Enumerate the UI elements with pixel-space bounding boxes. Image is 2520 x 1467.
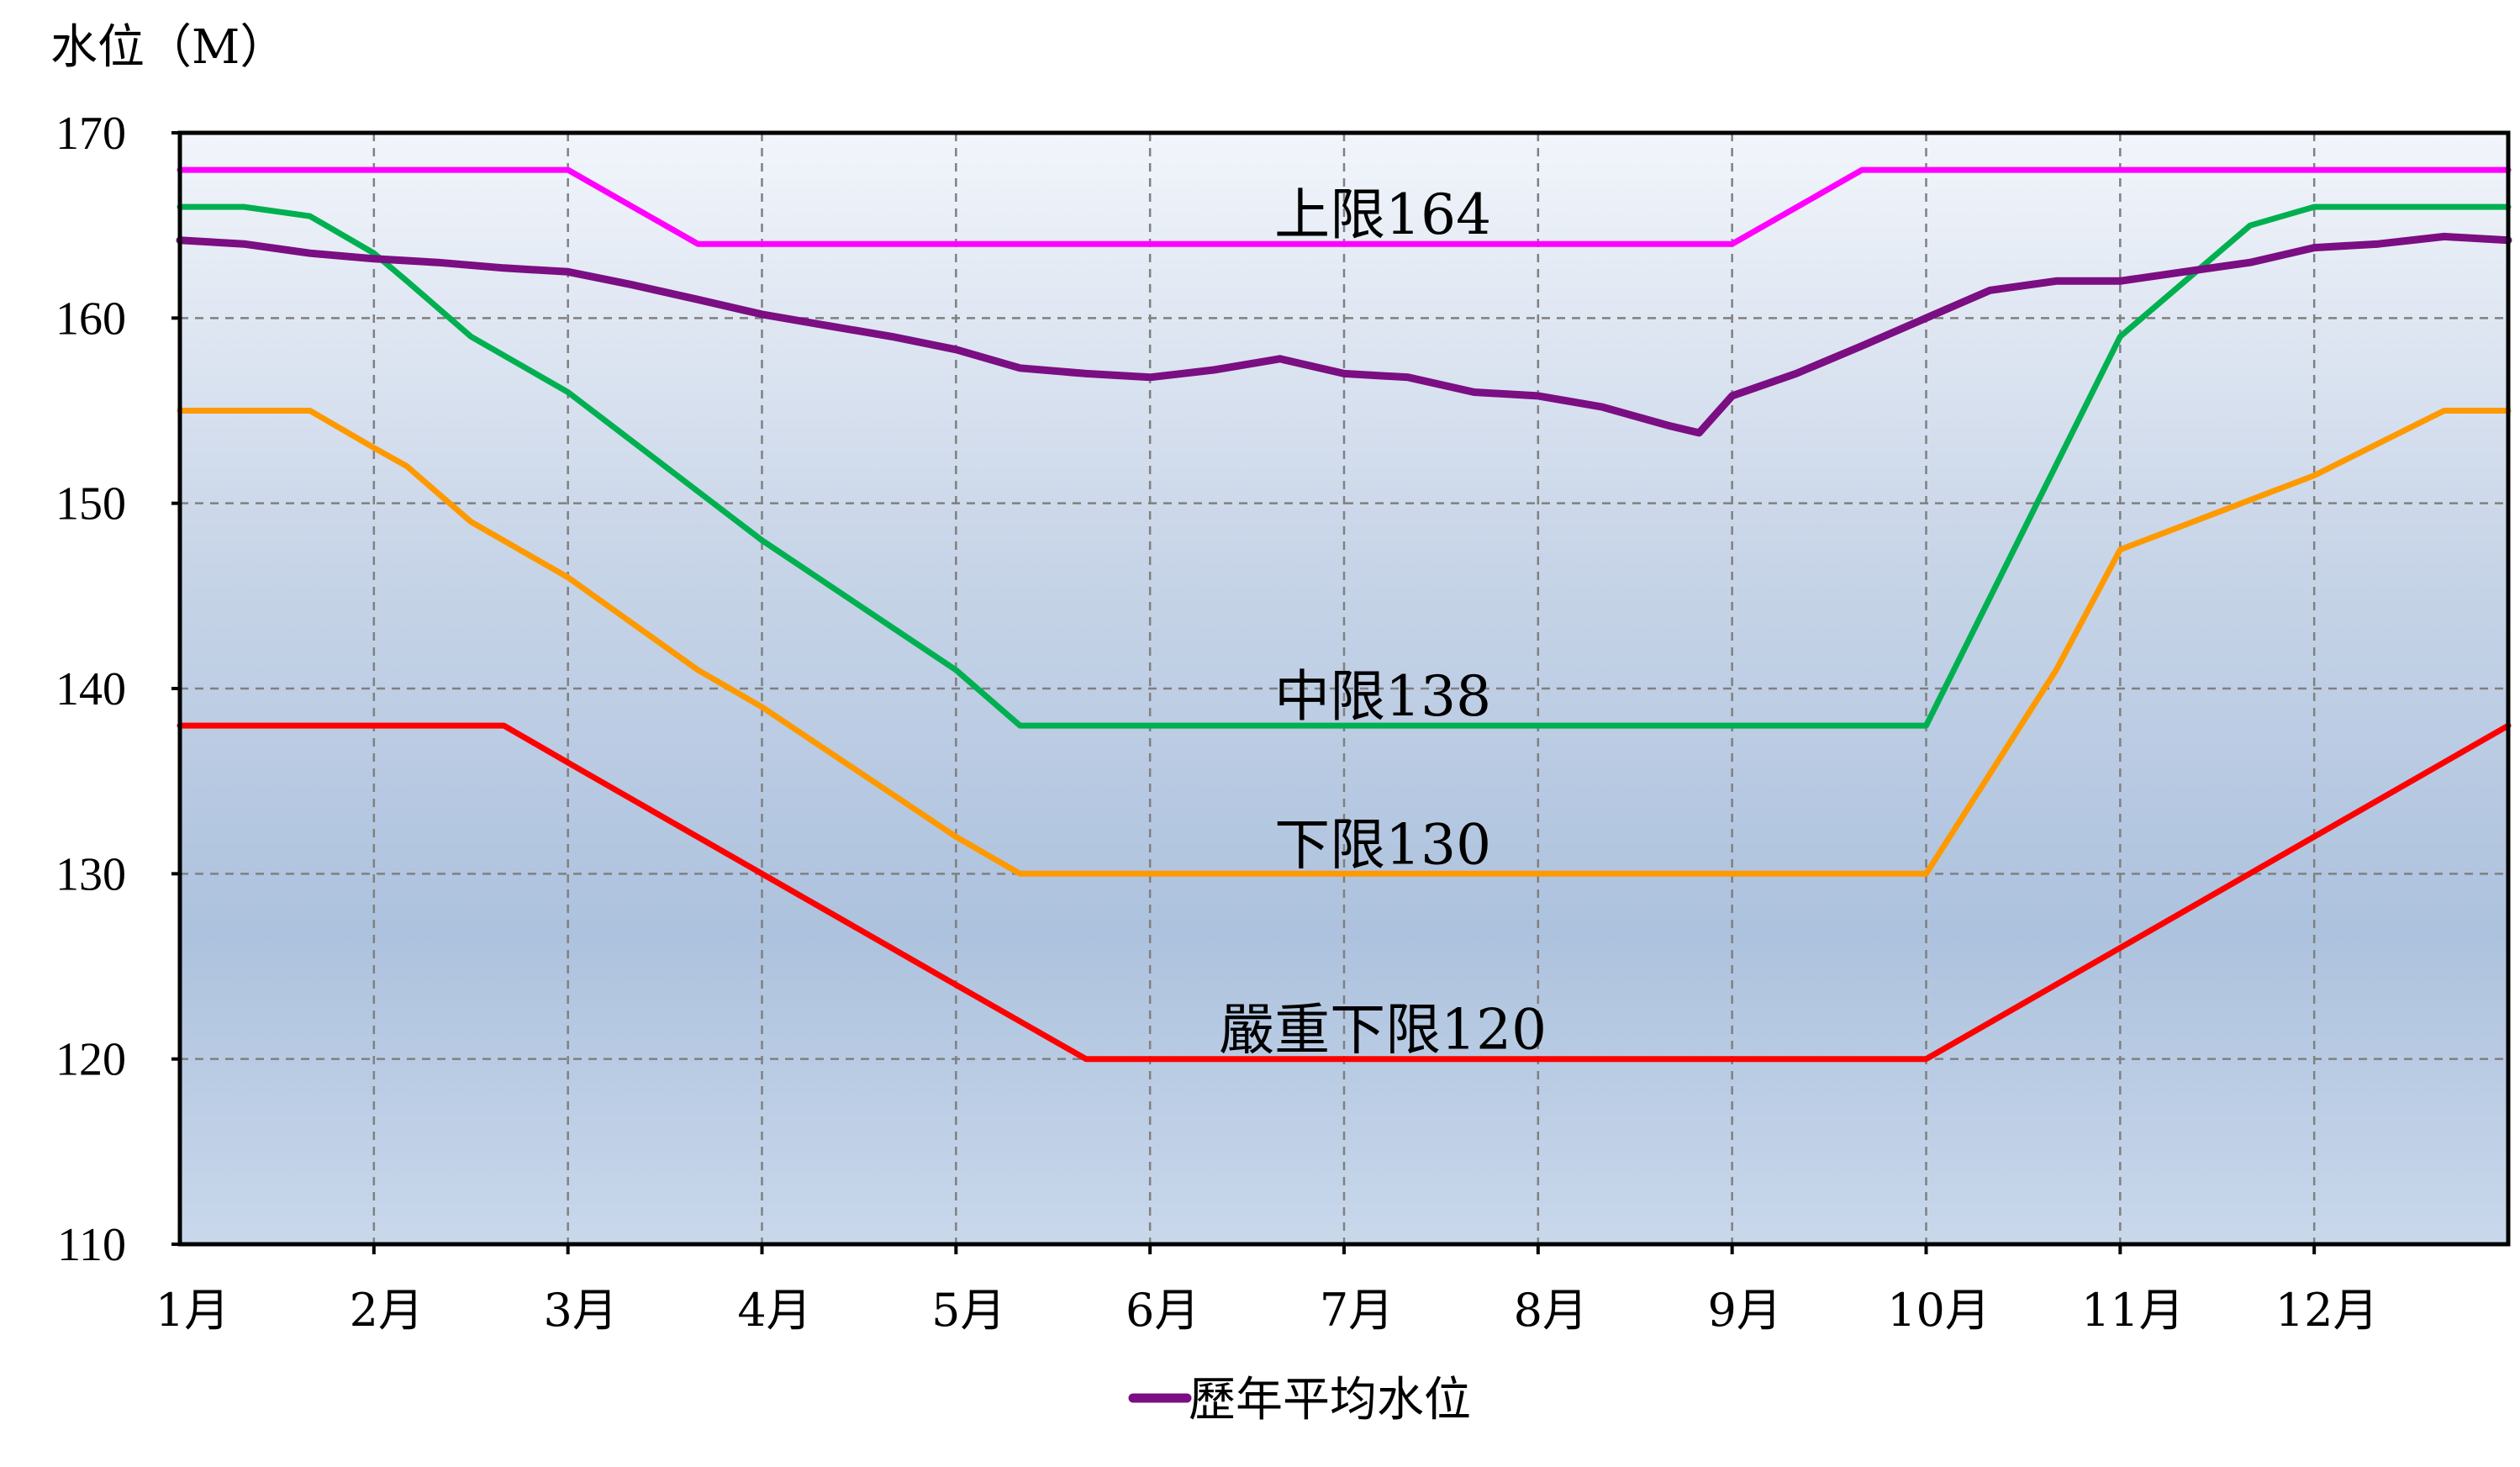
x-tick-label-2: 3月 — [543, 1284, 617, 1337]
x-tick-label-0: 1月 — [156, 1284, 229, 1337]
series-line-avg — [176, 232, 2512, 437]
x-tick-label-5: 6月 — [1126, 1284, 1199, 1337]
y-axis-title: 水位（M） — [50, 20, 287, 75]
y-tick-label-6: 170 — [55, 108, 126, 160]
annotation-1: 中限138 — [1274, 664, 1491, 729]
annotations: 上限164 中限138 下限130 嚴重下限120 — [1219, 182, 1547, 1062]
series-line-upper — [177, 166, 2512, 247]
y-tick-label-4: 150 — [55, 478, 126, 530]
legend: 歷年平均水位 — [1128, 1373, 1471, 1427]
x-tick-label-3: 4月 — [737, 1284, 811, 1337]
x-tick-label-11: 12月 — [2275, 1284, 2379, 1337]
series-group — [176, 166, 2512, 1063]
annotation-2: 下限130 — [1274, 812, 1491, 877]
x-tick-label-8: 9月 — [1707, 1284, 1781, 1337]
y-tick-label-1: 120 — [55, 1034, 126, 1086]
y-tick-label-2: 130 — [55, 848, 126, 900]
x-tick-label-9: 10月 — [1887, 1284, 1990, 1337]
x-tick-label-7: 8月 — [1514, 1284, 1588, 1337]
annotation-3: 嚴重下限120 — [1219, 998, 1547, 1063]
x-tick-label-4: 5月 — [931, 1284, 1005, 1337]
series-line-middle — [177, 203, 2512, 729]
x-tick-label-10: 11月 — [2081, 1284, 2185, 1337]
y-axis-ticks: 110 120 130 140 150 160 170 — [55, 108, 180, 1271]
y-tick-label-3: 140 — [55, 663, 126, 715]
y-tick-label-5: 160 — [55, 293, 126, 345]
legend-label-avg: 歷年平均水位 — [1189, 1373, 1471, 1427]
x-tick-label-1: 2月 — [350, 1284, 424, 1337]
y-tick-label-0: 110 — [57, 1219, 126, 1271]
series-line-severe — [177, 722, 2512, 1063]
x-axis-ticks: 1月 2月 3月 4月 5月 6月 7月 8月 9月 10月 11月 12月 — [156, 1244, 2379, 1337]
annotation-0: 上限164 — [1274, 182, 1491, 247]
x-tick-label-6: 7月 — [1320, 1284, 1394, 1337]
series-line-lower — [177, 408, 2512, 877]
